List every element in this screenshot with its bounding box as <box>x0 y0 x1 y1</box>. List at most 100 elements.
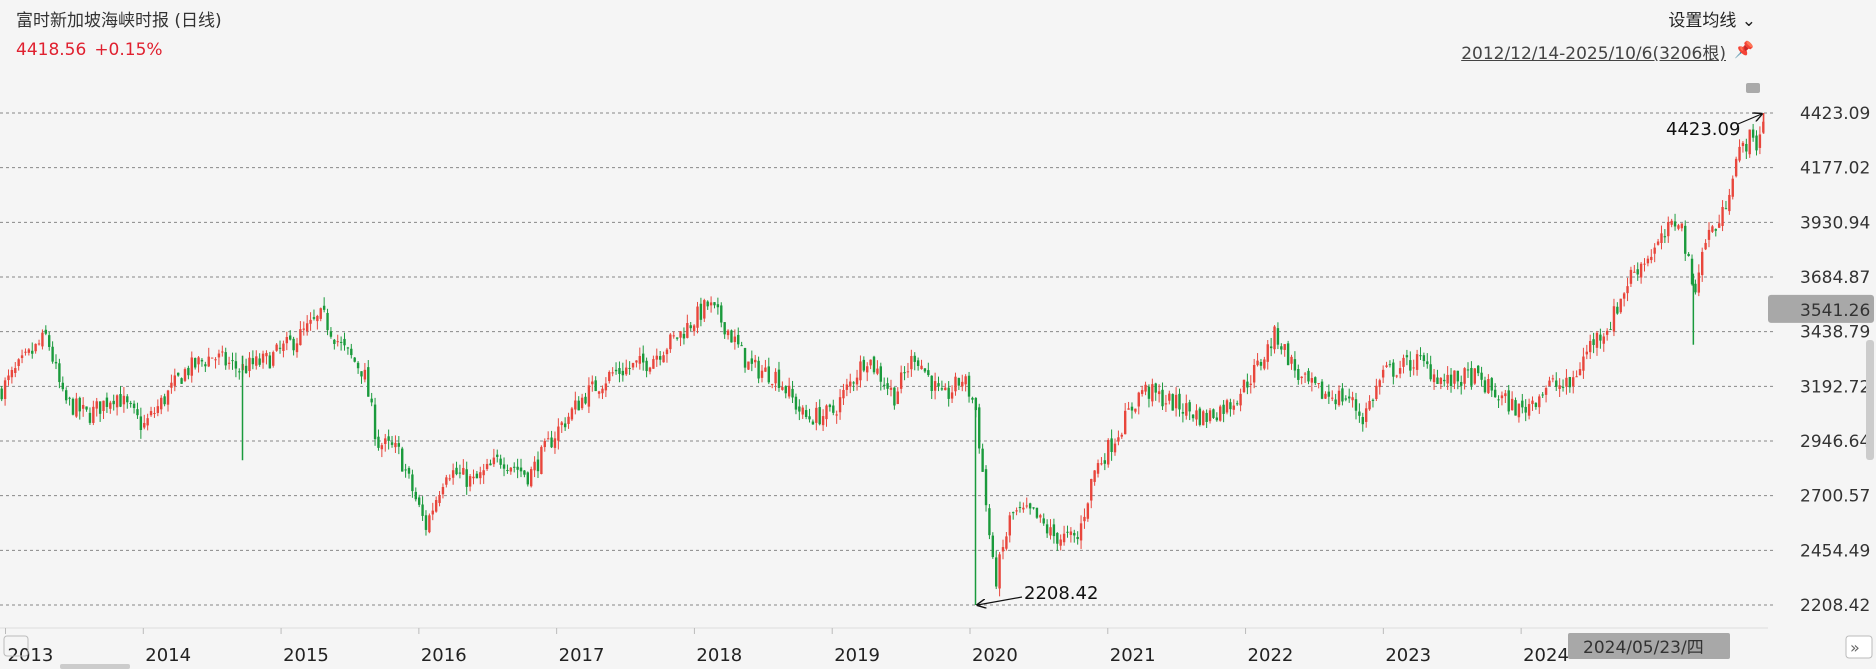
candle <box>1178 388 1181 417</box>
collapse-icon[interactable] <box>1746 83 1760 93</box>
candle <box>441 483 445 499</box>
candle <box>1592 332 1595 354</box>
candle <box>1565 369 1568 395</box>
candle <box>489 459 492 466</box>
candle <box>214 357 217 369</box>
candle <box>312 309 316 321</box>
candle <box>224 347 227 370</box>
candle <box>764 359 767 372</box>
candle <box>1446 366 1449 390</box>
x-tick-label: 2020 <box>972 645 1018 666</box>
candle <box>468 473 472 492</box>
candle <box>204 361 207 373</box>
candle <box>1090 478 1093 509</box>
candle <box>1154 382 1157 401</box>
date-range-link[interactable]: 2012/12/14-2025/10/6(3206根) <box>1461 44 1726 64</box>
scroll-right-button[interactable] <box>1845 635 1873 659</box>
candle <box>238 368 241 380</box>
price-readout: 4418.56 +0.15% <box>16 40 163 60</box>
candle <box>136 402 139 419</box>
candle <box>574 391 577 415</box>
candle <box>1392 359 1395 385</box>
candle <box>1378 378 1381 395</box>
candle <box>1042 513 1045 526</box>
candle <box>1171 393 1174 411</box>
candle <box>455 461 458 476</box>
candle <box>428 513 431 534</box>
x-tick-label: 2019 <box>834 645 880 666</box>
candle <box>893 387 896 410</box>
candle <box>1174 387 1178 417</box>
horizontal-scrollbar[interactable] <box>60 664 130 669</box>
candle <box>1673 213 1677 231</box>
candle <box>1572 370 1575 394</box>
candle <box>64 387 68 404</box>
candle <box>1011 511 1015 520</box>
candle <box>774 368 777 391</box>
candle <box>611 367 614 377</box>
candle <box>584 392 587 405</box>
candle <box>1185 394 1188 420</box>
candle <box>1140 385 1144 397</box>
candle <box>560 420 563 433</box>
candle <box>1612 298 1616 337</box>
candle <box>153 407 156 418</box>
set-moving-average-button[interactable]: 设置均线 ⌄ <box>1668 6 1756 31</box>
candle <box>1629 266 1633 288</box>
crosshair-price-badge <box>1768 294 1874 323</box>
candle <box>462 459 465 475</box>
candle <box>1463 367 1466 390</box>
candle <box>482 463 485 484</box>
candle <box>594 376 597 392</box>
candle <box>835 410 838 424</box>
x-tick-label: 2018 <box>696 645 742 666</box>
candle <box>1476 365 1480 377</box>
candle <box>1473 367 1476 385</box>
candle <box>1429 355 1432 382</box>
candle <box>112 394 115 411</box>
candle-series <box>0 113 1765 605</box>
candle <box>947 381 950 407</box>
candle <box>1660 225 1663 250</box>
candle <box>689 321 692 332</box>
candle <box>71 397 75 416</box>
pin-icon[interactable]: 📌 <box>1734 40 1754 59</box>
candle <box>58 358 61 389</box>
candle <box>1680 223 1684 232</box>
candle <box>1307 368 1310 385</box>
candle <box>1100 457 1103 466</box>
candle <box>265 350 268 365</box>
candle <box>903 366 906 381</box>
candle <box>272 350 275 368</box>
candle <box>424 510 428 536</box>
y-tick-label: 4177.02 <box>1800 159 1870 179</box>
vertical-scrollbar[interactable] <box>1866 340 1874 460</box>
min-price-label: 2208.42 <box>1024 583 1098 604</box>
candle <box>1381 365 1385 384</box>
candle <box>1751 123 1755 142</box>
candle <box>957 377 961 391</box>
candle <box>1724 200 1728 210</box>
candle <box>557 418 560 450</box>
candle <box>740 341 743 347</box>
candle <box>1025 497 1028 509</box>
candle <box>305 315 309 336</box>
candle <box>1721 200 1724 232</box>
candle <box>553 431 557 454</box>
candle <box>1402 354 1405 374</box>
candle <box>1677 223 1680 231</box>
scroll-left-icon[interactable] <box>3 635 29 657</box>
candle <box>394 435 397 453</box>
candle <box>309 312 312 331</box>
candle <box>1449 368 1453 393</box>
candle <box>1500 391 1504 406</box>
candle <box>24 348 27 356</box>
candle <box>988 504 991 540</box>
candle <box>7 369 10 386</box>
candle <box>353 357 356 363</box>
candle <box>1639 262 1643 284</box>
candle <box>407 466 411 479</box>
candle <box>737 327 740 348</box>
candle <box>862 356 866 373</box>
